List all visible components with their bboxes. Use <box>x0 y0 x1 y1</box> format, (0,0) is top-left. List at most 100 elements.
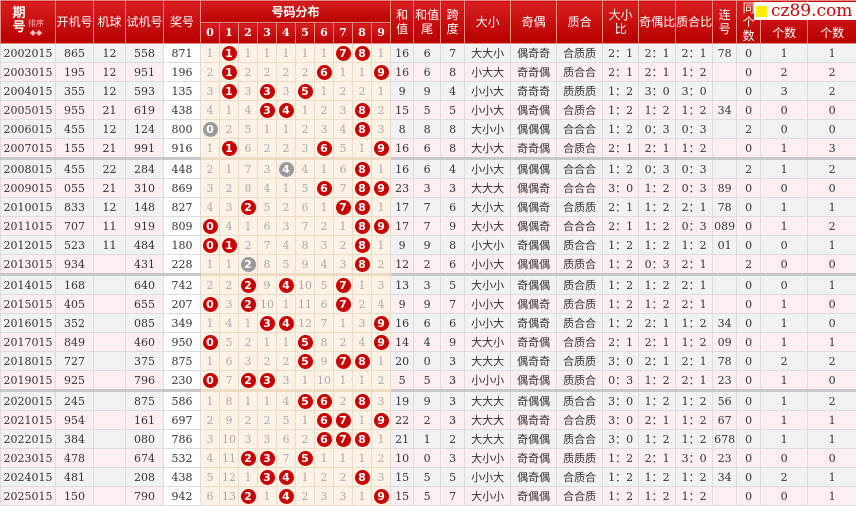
dist-cell-9: 1 <box>372 82 391 101</box>
dist-cell-1: 10 <box>220 430 239 449</box>
sort-button[interactable]: 排序◆◆ <box>28 19 44 37</box>
header-span: 跨度 <box>441 1 465 44</box>
jiqiu-cell <box>94 333 126 352</box>
hit-ball: 3 <box>260 451 275 466</box>
job-cell: 1：2 <box>639 391 676 411</box>
job-cell: 1：2 <box>639 101 676 120</box>
dist-cell-3: 9 <box>258 275 277 295</box>
tong-cell: 0 <box>737 352 761 371</box>
hit-ball: 8 <box>355 103 370 118</box>
shiji-cell: 674 <box>126 449 164 468</box>
tong-cell: 0 <box>737 139 761 159</box>
jiang-cell: 697 <box>164 411 201 430</box>
dist-cell-9: 1 <box>372 430 391 449</box>
kaiji-cell: 055 <box>56 179 94 198</box>
dx-cell: 小小大 <box>465 101 511 120</box>
dist-cell-7: 7 <box>334 295 353 314</box>
dist-cell-9: 3 <box>372 120 391 139</box>
lian-cell: 089 <box>713 217 737 236</box>
jiang-cell: 786 <box>164 430 201 449</box>
sum-cell: 5 <box>391 371 414 391</box>
jiang-cell: 196 <box>164 63 201 82</box>
dist-cell-8: 1 <box>353 449 372 468</box>
count3-cell: 1 <box>808 333 856 352</box>
lian-cell <box>713 139 737 159</box>
dist-cell-4: 4 <box>277 391 296 411</box>
tong-cell: 0 <box>737 179 761 198</box>
dx-cell: 大小大 <box>465 217 511 236</box>
jo-cell: 偶奇偶 <box>511 101 557 120</box>
dist-cell-9: 9 <box>372 314 391 333</box>
shiji-cell: 790 <box>126 487 164 506</box>
span-cell: 3 <box>441 352 465 371</box>
dist-cell-3: 4 <box>258 179 277 198</box>
dist-cell-4: 3 <box>277 82 296 101</box>
kaiji-cell: 925 <box>56 371 94 391</box>
lian-cell <box>713 82 737 101</box>
count3-cell: 0 <box>808 295 856 314</box>
dist-cell-4: 3 <box>277 371 296 391</box>
jiqiu-cell <box>94 371 126 391</box>
dx-cell: 小大小 <box>465 236 511 255</box>
dist-cell-3: 8 <box>258 255 277 275</box>
jo-cell: 偶奇奇 <box>511 411 557 430</box>
sum-cell: 21 <box>391 430 414 449</box>
jo-cell: 偶奇偶 <box>511 468 557 487</box>
job-cell: 1：2 <box>639 468 676 487</box>
dist-cell-5: 6 <box>296 198 315 217</box>
header-period[interactable]: 期号排序◆◆ <box>1 1 56 44</box>
tong-cell: 0 <box>737 236 761 255</box>
sum-cell: 23 <box>391 179 414 198</box>
period-cell: 2008015 <box>1 159 56 179</box>
zh-cell: 质质合 <box>557 371 603 391</box>
lian-cell: 23 <box>713 449 737 468</box>
hit-ball: 9 <box>374 335 389 350</box>
sum-cell: 9 <box>391 236 414 255</box>
jo-cell: 奇偶偶 <box>511 430 557 449</box>
tong-cell: 0 <box>737 63 761 82</box>
dxb-cell: 1：2 <box>603 487 639 506</box>
zhb-cell: 1：2 <box>676 139 713 159</box>
dist-cell-3: 3 <box>258 314 277 333</box>
zh-cell: 质质合 <box>557 255 603 275</box>
sum-cell: 15 <box>391 468 414 487</box>
jiqiu-cell <box>94 314 126 333</box>
dist-cell-3: 1 <box>258 333 277 352</box>
tail-cell: 3 <box>414 179 441 198</box>
shiji-cell: 460 <box>126 333 164 352</box>
header-lian: 连号 <box>713 1 737 44</box>
zh-cell: 合合合 <box>557 179 603 198</box>
lian-cell <box>713 63 737 82</box>
dist-cell-1: 3 <box>220 198 239 217</box>
jiqiu-cell <box>94 275 126 295</box>
count2-cell: 3 <box>761 82 808 101</box>
count2-cell: 1 <box>761 411 808 430</box>
zh-cell: 合质合 <box>557 333 603 352</box>
hit-ball: 2 <box>241 489 256 504</box>
dist-cell-0: 3 <box>201 430 220 449</box>
dist-cell-0: 2 <box>201 159 220 179</box>
period-cell: 2013015 <box>1 255 56 275</box>
count2-cell: 2 <box>761 352 808 371</box>
hit-ball: 7 <box>336 200 351 215</box>
dist-cell-0: 3 <box>201 82 220 101</box>
dist-cell-5: 10 <box>296 275 315 295</box>
dist-cell-9: 3 <box>372 275 391 295</box>
tong-cell: 0 <box>737 295 761 314</box>
hit-ball: 1 <box>222 46 237 61</box>
count3-cell: 0 <box>808 255 856 275</box>
hit-ball: 9 <box>374 65 389 80</box>
hit-ball: 4 <box>279 316 294 331</box>
dist-cell-5: 1 <box>296 44 315 63</box>
tong-cell: 0 <box>737 217 761 236</box>
tail-cell: 0 <box>414 449 441 468</box>
job-cell: 2：1 <box>639 411 676 430</box>
lian-cell: 34 <box>713 468 737 487</box>
zhb-cell: 0：3 <box>676 120 713 139</box>
dist-cell-8: 8 <box>353 179 372 198</box>
dist-cell-1: 1 <box>220 44 239 63</box>
kaiji-cell: 405 <box>56 295 94 314</box>
count3-cell: 0 <box>808 120 856 139</box>
